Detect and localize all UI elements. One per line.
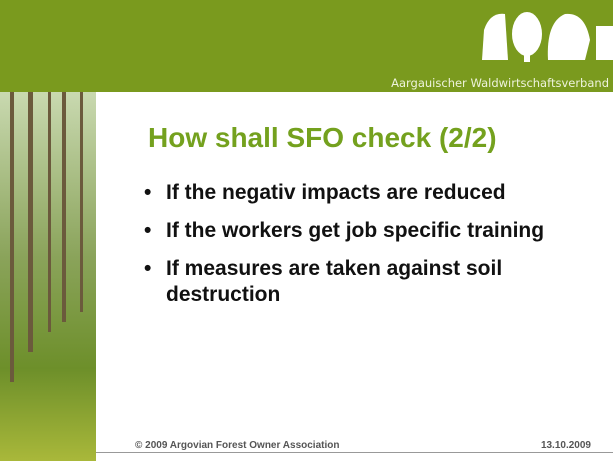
slide: Aargauischer Waldwirtschaftsverband How … [0,0,613,461]
footer-rule [96,452,613,453]
bullet: If the negativ impacts are reduced [140,180,590,206]
trees [0,92,96,461]
footer-copyright: © 2009 Argovian Forest Owner Association [135,440,339,451]
org-name: Aargauischer Waldwirtschaftsverband [391,76,609,90]
bullet: If the workers get job specific training [140,218,590,244]
footer-date: 13.10.2009 [541,440,591,451]
forest-photo [0,92,96,461]
bullet-list: If the negativ impacts are reduced If th… [140,180,590,320]
header-band: Aargauischer Waldwirtschaftsverband [0,0,613,92]
bullet: If measures are taken against soil destr… [140,256,590,308]
slide-title: How shall SFO check (2/2) [148,122,497,154]
